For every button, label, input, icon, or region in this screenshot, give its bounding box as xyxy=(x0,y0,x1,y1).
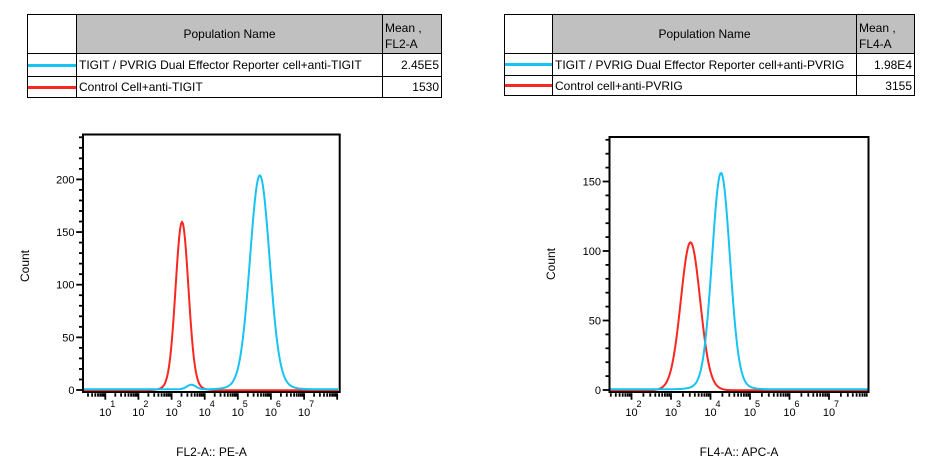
svg-text:10: 10 xyxy=(783,407,795,419)
svg-text:Count: Count xyxy=(544,247,558,280)
svg-text:150: 150 xyxy=(583,177,601,189)
svg-text:10: 10 xyxy=(232,407,244,419)
svg-text:10: 10 xyxy=(132,407,144,419)
svg-text:0: 0 xyxy=(68,385,74,397)
svg-text:10: 10 xyxy=(265,407,277,419)
svg-text:7: 7 xyxy=(309,399,314,409)
svg-text:150: 150 xyxy=(56,227,74,239)
svg-text:10: 10 xyxy=(625,407,637,419)
svg-text:10: 10 xyxy=(823,407,835,419)
svg-text:200: 200 xyxy=(56,174,74,186)
svg-text:1: 1 xyxy=(110,399,115,409)
svg-text:10: 10 xyxy=(744,407,756,419)
svg-text:2: 2 xyxy=(636,399,641,409)
svg-text:3: 3 xyxy=(676,399,681,409)
svg-text:100: 100 xyxy=(56,280,74,292)
svg-text:10: 10 xyxy=(99,407,111,419)
svg-text:6: 6 xyxy=(794,399,799,409)
svg-text:5: 5 xyxy=(243,399,248,409)
svg-text:50: 50 xyxy=(589,316,601,328)
svg-text:7: 7 xyxy=(834,399,839,409)
svg-text:10: 10 xyxy=(298,407,310,419)
svg-text:10: 10 xyxy=(199,407,211,419)
svg-text:Count: Count xyxy=(18,249,32,282)
svg-text:10: 10 xyxy=(665,407,677,419)
svg-text:5: 5 xyxy=(755,399,760,409)
svg-text:6: 6 xyxy=(276,399,281,409)
svg-text:FL2-A:: PE-A: FL2-A:: PE-A xyxy=(176,445,247,459)
svg-text:0: 0 xyxy=(595,385,601,397)
svg-text:10: 10 xyxy=(165,407,177,419)
svg-text:2: 2 xyxy=(143,399,148,409)
svg-text:4: 4 xyxy=(210,399,215,409)
svg-text:50: 50 xyxy=(62,332,74,344)
svg-text:3: 3 xyxy=(177,399,182,409)
svg-text:100: 100 xyxy=(583,246,601,258)
svg-text:4: 4 xyxy=(715,399,720,409)
svg-text:10: 10 xyxy=(704,407,716,419)
svg-text:FL4-A:: APC-A: FL4-A:: APC-A xyxy=(700,445,779,459)
